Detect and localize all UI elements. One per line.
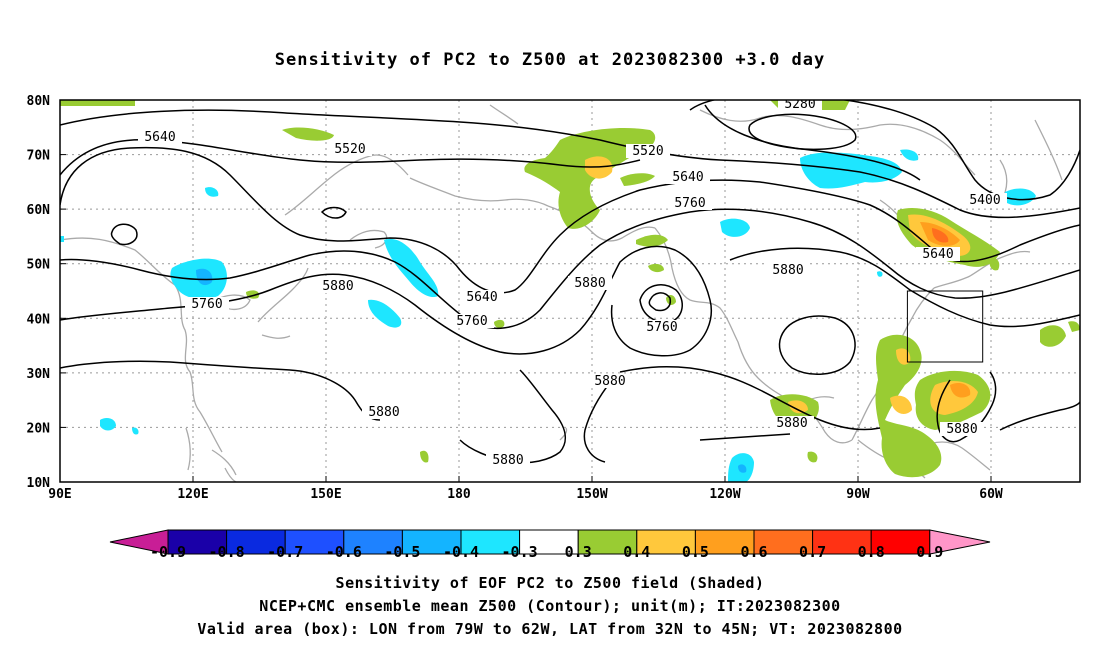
contour-label-bg — [185, 297, 229, 311]
contour-label: 5640 — [922, 247, 953, 262]
contour-label-bg — [328, 142, 372, 156]
contour-label-bg — [362, 405, 406, 419]
contour-label: 5880 — [322, 279, 353, 294]
contour-label: 5520 — [632, 144, 663, 159]
map-title: Sensitivity of PC2 to Z500 at 2023082300… — [274, 50, 826, 70]
colorbar-swatch — [401, 529, 462, 555]
contour-label: 5640 — [672, 170, 703, 185]
colorbar-label: -0.8 — [209, 543, 245, 561]
contour-label-bg — [770, 416, 814, 430]
contour-label-bg — [460, 290, 504, 304]
contour-label-bg — [963, 193, 1007, 207]
lon-label: 60W — [979, 487, 1003, 502]
lon-label: 180 — [447, 487, 471, 502]
contour-label-bg — [940, 422, 984, 436]
colorbar-swatch — [167, 529, 228, 555]
coastlines — [60, 104, 1063, 482]
colorbar-label: 0.7 — [799, 543, 826, 561]
contour-label: 5880 — [776, 416, 807, 431]
colorbar-label: -0.6 — [326, 543, 362, 561]
lat-label: 30N — [27, 367, 51, 382]
contour-label: 5640 — [144, 130, 175, 145]
contour-label: 5760 — [646, 320, 677, 335]
colorbar-swatch — [870, 529, 931, 555]
contour-label: 5880 — [594, 374, 625, 389]
colorbar-label: -0.9 — [150, 543, 186, 561]
contour-label-bg — [668, 196, 712, 210]
lat-label: 50N — [27, 258, 51, 273]
lon-label: 90W — [846, 487, 870, 502]
colorbar-label: 0.4 — [623, 543, 650, 561]
contour-label-bg — [778, 100, 822, 111]
colorbar-label: 0.8 — [858, 543, 885, 561]
contour-label-bg — [316, 279, 360, 293]
colorbar-label: 0.9 — [916, 543, 943, 561]
colorbar-swatch — [812, 529, 872, 555]
footer-line-3: Valid area (box): LON from 79W to 62W, L… — [197, 620, 903, 638]
colorbar-swatch — [519, 529, 579, 555]
contour-label-bg — [916, 247, 960, 261]
contour-label-bg — [568, 276, 612, 290]
lon-label: 90E — [48, 487, 71, 502]
colorbar-label: -0.7 — [267, 543, 303, 561]
valid-area-box — [906, 290, 984, 363]
colorbar-swatch — [226, 529, 286, 555]
contour-labels: 5280 5400 5520 5520 5640 5640 5640 5640 5760 5760… — [138, 97, 1007, 468]
lat-label: 20N — [27, 421, 51, 436]
contour-label-bg — [666, 170, 710, 184]
lat-label: 40N — [27, 312, 51, 327]
colorbar-label: 0.6 — [740, 543, 767, 561]
contour-label-bg — [766, 263, 810, 277]
lat-label: 10N — [27, 476, 51, 491]
lon-label: 150W — [576, 487, 607, 502]
colorbar-swatch — [694, 529, 755, 555]
colorbar-label: 0.3 — [565, 543, 592, 561]
colorbar-label: 0.5 — [682, 543, 709, 561]
latitude-labels: 80N 70N 60N 50N 40N 30N 20N 10N — [27, 94, 66, 491]
contour-label: 5880 — [946, 422, 977, 437]
footer-line-1: Sensitivity of EOF PC2 to Z500 field (Sh… — [335, 574, 765, 592]
lon-label: 120E — [177, 487, 208, 502]
contour-label: 5640 — [466, 290, 497, 305]
map-frame — [59, 99, 1081, 483]
contour-label: 5760 — [674, 196, 705, 211]
lon-label: 150E — [310, 487, 341, 502]
contour-label: 5760 — [191, 297, 222, 312]
lat-label: 60N — [27, 203, 51, 218]
lon-label: 120W — [709, 487, 740, 502]
z500-contours — [60, 100, 1080, 464]
contour-label: 5760 — [456, 314, 487, 329]
colorbar-label: -0.5 — [384, 543, 420, 561]
contour-label-bg — [486, 453, 530, 467]
contour-label: 5880 — [772, 263, 803, 278]
contour-label: 5880 — [574, 276, 605, 291]
contour-label: 5400 — [969, 193, 1000, 208]
contour-label-bg — [588, 374, 632, 388]
colorbar-label: -0.3 — [502, 543, 538, 561]
contour-label: 5280 — [784, 97, 815, 112]
colorbar-high-end — [929, 529, 991, 555]
contour-label: 5520 — [334, 142, 365, 157]
contour-label-bg — [450, 314, 494, 328]
contour-label: 5880 — [492, 453, 523, 468]
contour-label-bg — [626, 144, 670, 158]
contour-label-bg — [138, 130, 182, 144]
footer-line-2: NCEP+CMC ensemble mean Z500 (Contour); u… — [259, 597, 841, 615]
lat-label: 80N — [27, 94, 51, 109]
lat-label: 70N — [27, 149, 51, 164]
colorbar-label: -0.4 — [443, 543, 479, 561]
colorbar: -0.9 -0.8 -0.7 -0.6 -0.5 -0.4 -0.3 0.3 0.4 0.5 0.6… — [109, 529, 991, 561]
contour-label: 5880 — [368, 405, 399, 420]
longitude-labels: 90E 120E 150E 180 150W 120W 90W 60W — [48, 476, 1003, 502]
contour-label-bg — [640, 320, 684, 334]
